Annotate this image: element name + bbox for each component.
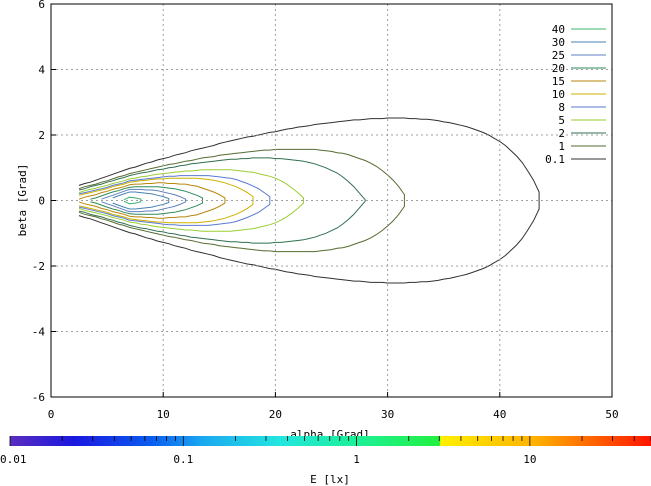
chart-root: 0 10 20 30 40 50 -6 -4 -2 0 2 4 6 40 30 25 20 15 10 8 5 2 1 0… — [0, 0, 651, 486]
